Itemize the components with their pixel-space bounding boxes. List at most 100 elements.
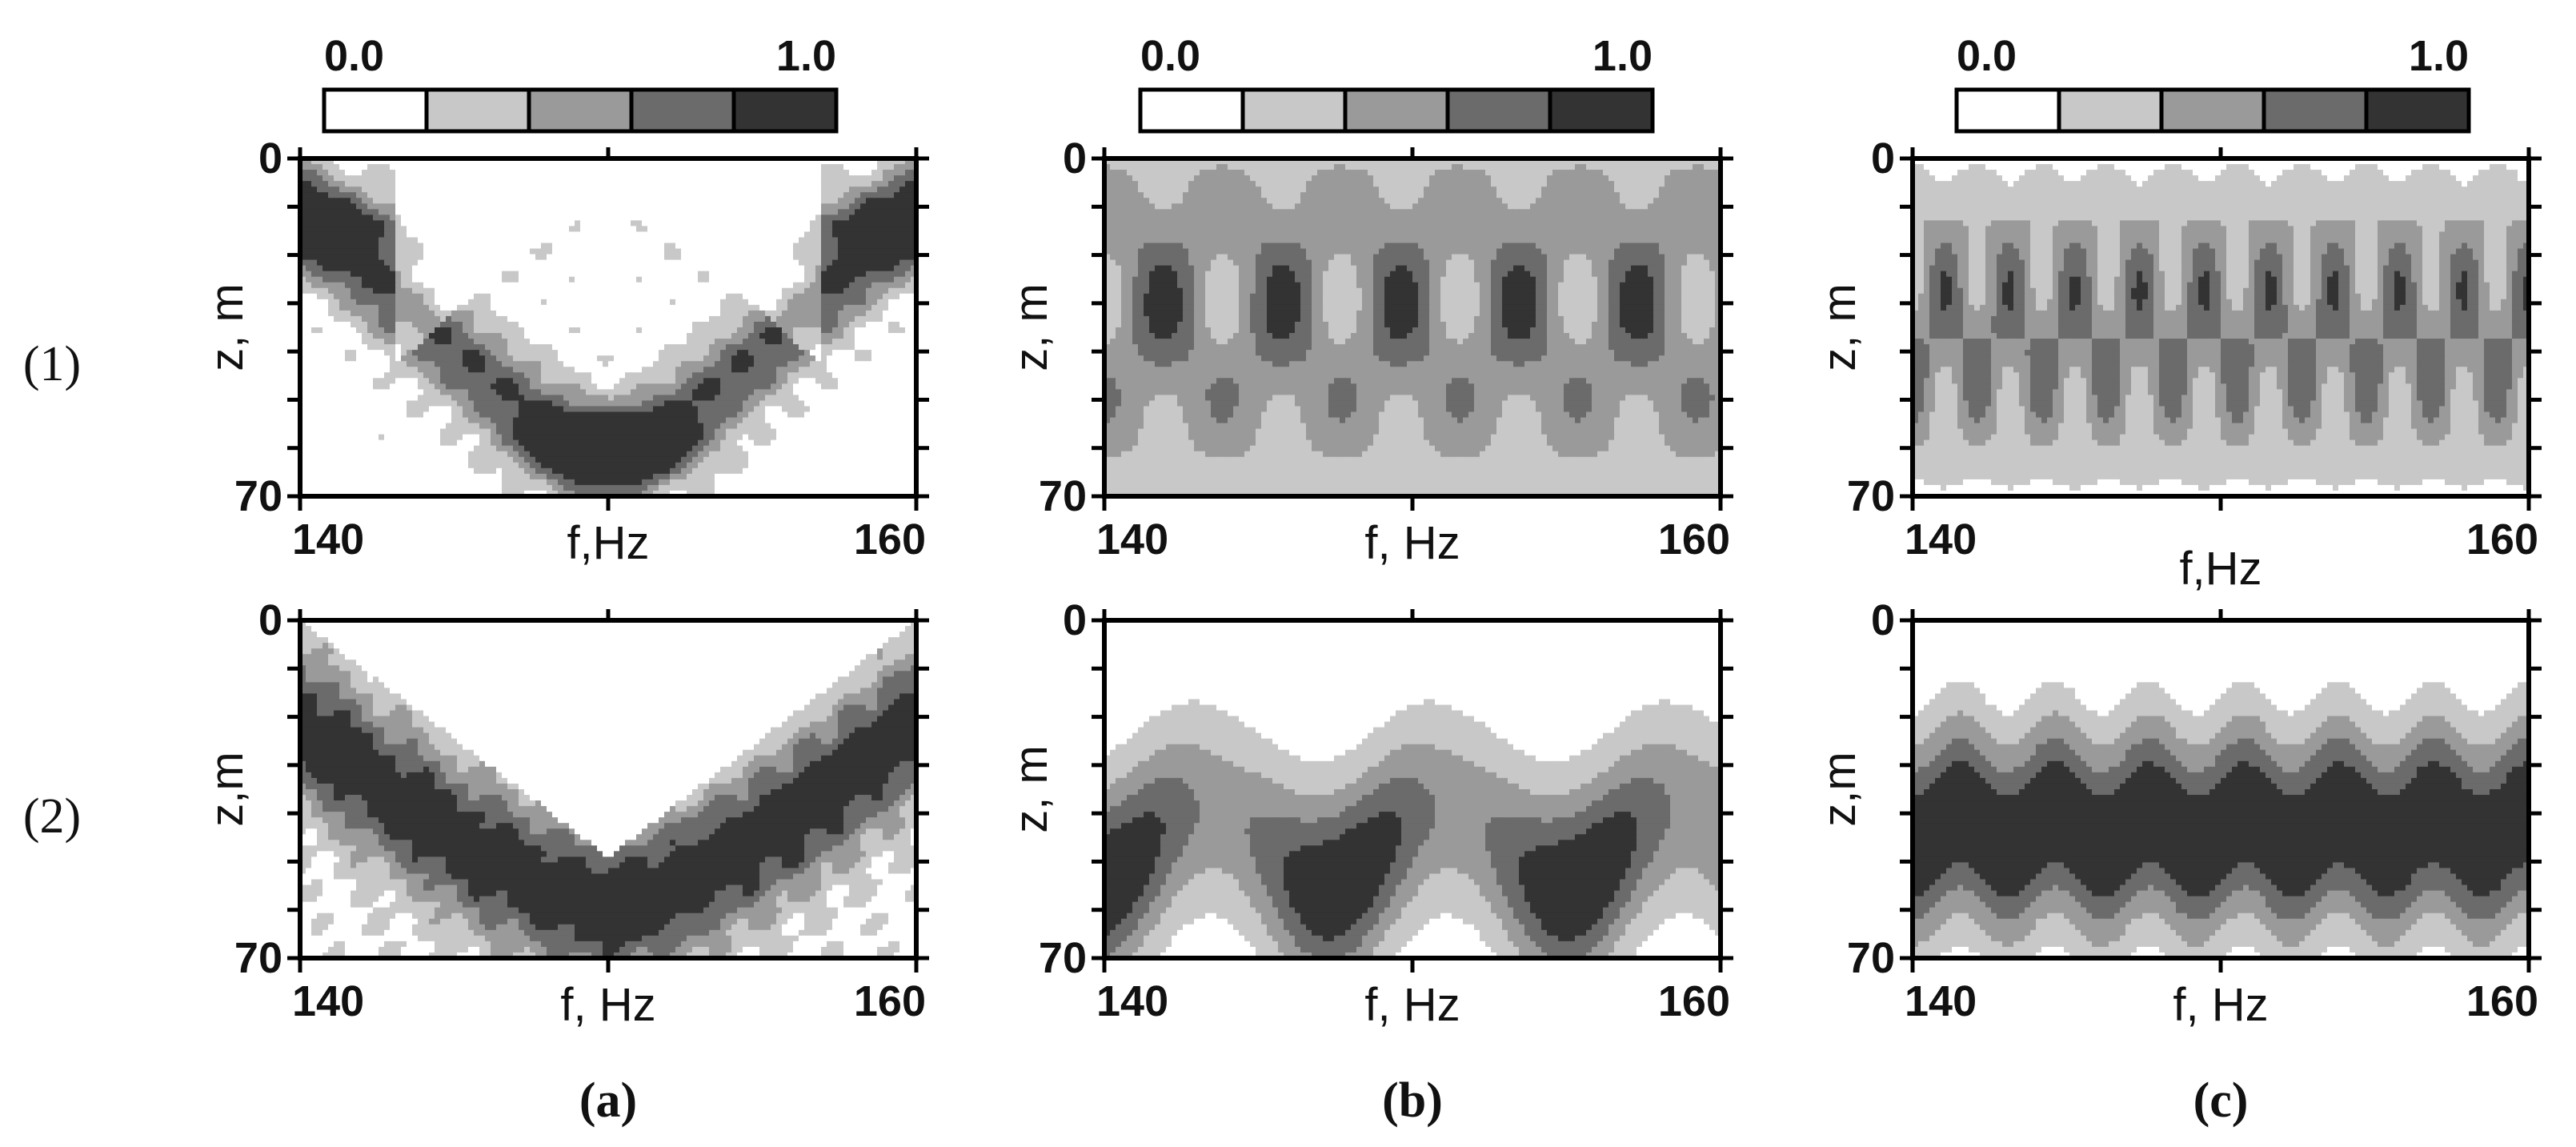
contour-cell bbox=[715, 310, 721, 317]
contour-cell bbox=[838, 367, 844, 374]
contour-cell bbox=[603, 265, 609, 272]
contour-cell bbox=[888, 248, 895, 255]
contour-cell bbox=[855, 164, 861, 170]
contour-cell bbox=[418, 254, 424, 261]
contour-cell bbox=[681, 293, 687, 300]
contour-cell bbox=[810, 395, 816, 402]
contour-cell bbox=[580, 321, 587, 328]
contour-cell bbox=[513, 220, 519, 227]
contour-cell bbox=[603, 282, 609, 289]
contour-cell bbox=[317, 304, 323, 311]
contour-cell bbox=[541, 383, 547, 391]
contour-cell bbox=[625, 226, 631, 233]
contour-cell bbox=[418, 299, 424, 306]
contour-cell bbox=[451, 333, 458, 339]
contour-cell bbox=[765, 186, 771, 193]
contour-cell bbox=[407, 203, 413, 211]
contour-cell bbox=[821, 333, 827, 339]
contour-cell bbox=[334, 231, 340, 239]
contour-cell bbox=[625, 186, 631, 193]
contour-cell bbox=[317, 282, 323, 289]
contour-cell bbox=[911, 287, 916, 295]
contour-cell bbox=[328, 389, 335, 396]
contour-cell bbox=[815, 315, 822, 323]
contour-cell bbox=[720, 192, 727, 199]
contour-cell bbox=[541, 293, 547, 300]
contour-cell bbox=[894, 271, 900, 278]
contour-cell bbox=[698, 310, 704, 317]
contour-cell bbox=[530, 181, 536, 187]
contour-cell bbox=[664, 372, 671, 379]
contour-cell bbox=[412, 400, 419, 407]
contour-cell bbox=[703, 181, 710, 187]
contour-cell bbox=[776, 389, 783, 396]
contour-cell bbox=[407, 361, 413, 368]
contour-cell bbox=[647, 226, 654, 233]
contour-cell bbox=[507, 389, 514, 396]
contour-cell bbox=[468, 271, 475, 278]
contour-cell bbox=[838, 293, 844, 300]
contour-cell bbox=[715, 271, 721, 278]
contour-cell bbox=[726, 170, 732, 176]
contour-cell bbox=[653, 271, 659, 278]
contour-cell bbox=[804, 186, 811, 193]
contour-cell bbox=[793, 276, 799, 283]
contour-cell bbox=[636, 372, 643, 379]
contour-cell bbox=[899, 310, 906, 317]
contour-cell bbox=[681, 287, 687, 295]
contour-fill bbox=[300, 158, 916, 496]
contour-cell bbox=[479, 181, 486, 187]
contour-cell bbox=[603, 158, 609, 165]
contour-cell bbox=[849, 226, 855, 233]
contour-cell bbox=[905, 304, 911, 311]
contour-cell bbox=[435, 203, 441, 211]
contour-cell bbox=[446, 361, 452, 368]
contour-cell bbox=[496, 231, 503, 239]
contour-cell bbox=[519, 299, 525, 306]
contour-cell bbox=[659, 271, 665, 278]
contour-cell bbox=[838, 327, 844, 334]
contour-cell bbox=[899, 395, 906, 402]
contour-cell bbox=[311, 321, 318, 328]
contour-cell bbox=[905, 350, 911, 356]
contour-cell bbox=[597, 271, 603, 278]
contour-cell bbox=[457, 355, 463, 362]
contour-cell bbox=[877, 175, 883, 182]
contour-cell bbox=[659, 276, 665, 283]
contour-cell bbox=[479, 378, 486, 385]
contour-cell bbox=[435, 220, 441, 227]
contour-cell bbox=[367, 361, 374, 368]
contour-cell bbox=[457, 327, 463, 334]
contour-cell bbox=[575, 158, 581, 165]
contour-cell bbox=[642, 231, 648, 239]
contour-cell bbox=[563, 254, 570, 261]
contour-cell bbox=[664, 378, 671, 385]
contour-cell bbox=[625, 248, 631, 255]
contour-cell bbox=[698, 170, 704, 176]
contour-cell bbox=[748, 315, 755, 323]
contour-cell bbox=[782, 237, 788, 244]
contour-cell bbox=[479, 237, 486, 244]
contour-cell bbox=[552, 287, 559, 295]
contour-cell bbox=[535, 395, 542, 402]
contour-cell bbox=[535, 215, 542, 222]
contour-cell bbox=[367, 304, 374, 311]
contour-cell bbox=[395, 220, 402, 227]
contour-cell bbox=[894, 299, 900, 306]
contour-cell bbox=[496, 383, 503, 391]
contour-cell bbox=[435, 395, 441, 402]
contour-cell bbox=[339, 321, 346, 328]
contour-cell bbox=[642, 215, 648, 222]
contour-cell bbox=[659, 327, 665, 334]
contour-cell bbox=[351, 315, 357, 323]
contour-cell bbox=[653, 259, 659, 267]
contour-cell bbox=[871, 215, 878, 222]
contour-cell bbox=[429, 254, 435, 261]
contour-cell bbox=[334, 181, 340, 187]
contour-cell bbox=[799, 321, 805, 328]
contour-cell bbox=[681, 378, 687, 385]
contour-cell bbox=[709, 395, 715, 402]
contour-cell bbox=[815, 181, 822, 187]
contour-cell bbox=[608, 350, 615, 356]
contour-cell bbox=[440, 271, 447, 278]
